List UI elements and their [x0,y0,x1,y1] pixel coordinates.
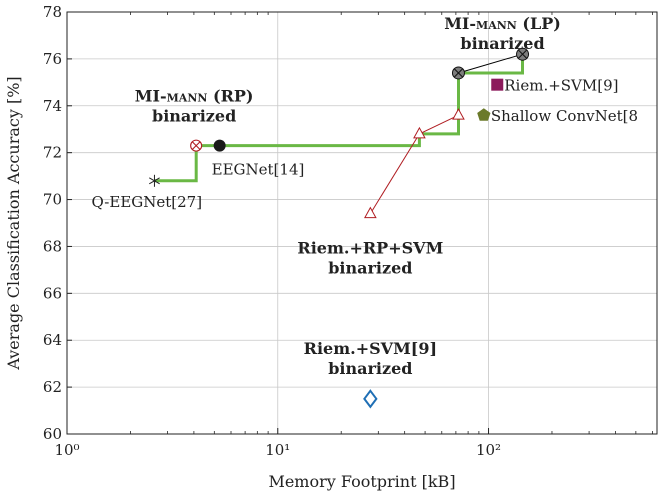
data-point-circle-cross-gray [516,47,530,61]
y-tick-label: 68 [43,237,62,255]
y-tick-label: 74 [43,97,62,115]
asterisk-stroke [154,177,160,182]
data-point-circle-cross [190,139,203,152]
asterisk-stroke [149,177,155,182]
annotation-label: binarized [152,107,236,126]
annotation-label: Riem.+RP+SVM [297,239,443,258]
data-point-asterisk [149,174,160,187]
y-tick-label: 72 [43,144,62,162]
y-tick-label: 66 [43,284,62,302]
annotation-label: MI-mann (RP) [135,87,254,106]
data-point-square [491,78,504,91]
data-point-pentagon [477,108,491,121]
y-tick-label: 70 [43,191,62,209]
x-tick-label: 10⁰ [54,441,79,459]
y-tick-label: 62 [43,378,62,396]
marker-triangle [364,206,377,219]
marker-square [491,78,504,91]
data-point-triangle-open [413,126,426,139]
asterisk-stroke [154,180,160,185]
annotation-label: MI-mann (LP) [444,14,561,33]
data-point-circle-cross-gray [451,66,465,80]
annotation-label: Riem.+SVM[9] [504,77,618,95]
marker-dot [213,139,226,152]
y-tick-label: 78 [43,3,62,21]
marker-cross [517,49,528,59]
marker-triangle [413,126,426,139]
x-tick-label: 10¹ [265,441,290,459]
marker-pentagon [477,108,491,121]
annotation-label: Q-EEGNet[27] [91,193,202,211]
marker-cross [191,141,201,150]
plot-frame [66,11,658,435]
data-series [149,47,530,409]
y-tick-label: 60 [43,425,62,443]
annotation-label: binarized [328,359,412,378]
y-axis-label: Average Classification Accuracy [%] [4,76,23,370]
annotation-label: EEGNet[14] [212,161,305,179]
annotation-label: binarized [328,259,412,278]
annotation-label: Shallow ConvNet[8 [491,107,638,125]
y-tick-label: 76 [43,50,62,68]
tick-labels: 60 62 64 66 68 70 72 74 76 78 10⁰ 10¹ 10² [43,3,501,459]
asterisk-stroke [149,180,155,185]
data-point-triangle-open [452,108,465,120]
series-line [458,53,523,74]
x-tick-label: 10² [476,441,501,459]
marker-diamond [363,389,378,409]
series-line [369,114,459,214]
y-tick-label: 64 [43,331,62,349]
x-axis-label: Memory Footprint [kB] [268,472,455,491]
annotation-label: binarized [460,34,544,53]
marker-triangle [452,108,465,120]
data-point-diamond-open [363,389,378,409]
data-point-triangle-open [364,206,377,219]
marker-cross [453,68,464,78]
annotation-label: Riem.+SVM[9] [304,339,437,358]
data-point-circle-filled [213,139,226,152]
annotations: Q-EEGNet[27] EEGNet[14] Riem.+SVM[9] Shallo… [91,14,638,378]
